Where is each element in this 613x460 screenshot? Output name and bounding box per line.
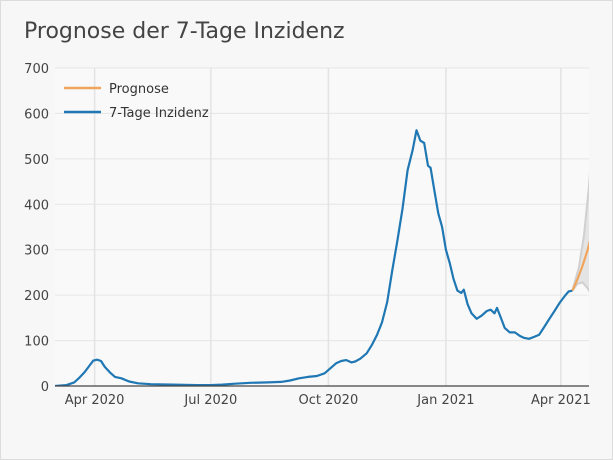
chart-title: Prognose der 7-Tage Inzidenz xyxy=(24,19,345,44)
series-line-7-tage-inzidenz xyxy=(55,129,573,386)
prediction-interval xyxy=(571,171,589,293)
plot-area xyxy=(55,68,589,386)
x-tick-label: Apr 2021 xyxy=(531,393,591,408)
series-line-prognose xyxy=(571,239,589,292)
prediction-lower-bound xyxy=(571,281,589,293)
y-tick-label: 0 xyxy=(41,380,49,395)
series-lines xyxy=(55,129,589,386)
x-tick-label: Oct 2020 xyxy=(299,393,359,408)
y-tick-label: 100 xyxy=(24,335,49,350)
y-gridlines xyxy=(55,67,589,342)
y-tick-label: 400 xyxy=(24,198,49,213)
prediction-interval-fill xyxy=(572,186,589,291)
x-tick-label: Jan 2021 xyxy=(416,393,474,408)
legend-label: Prognose xyxy=(109,82,169,97)
legend-label: 7-Tage Inzidenz xyxy=(109,106,209,121)
y-tick-label: 600 xyxy=(24,107,49,122)
x-gridlines xyxy=(93,68,562,386)
x-tick-label: Jul 2020 xyxy=(183,393,237,408)
x-tick-labels: Apr 2020 Jul 2020 Oct 2020 Jan 2021 Apr 2021 xyxy=(65,393,591,408)
prediction-upper-bound xyxy=(571,171,589,291)
y-tick-labels: 0 100 200 300 400 500 600 700 xyxy=(24,62,49,395)
y-tick-label: 300 xyxy=(24,244,49,259)
legend: Prognose 7-Tage Inzidenz xyxy=(64,82,209,121)
y-tick-label: 200 xyxy=(24,289,49,304)
y-tick-label: 500 xyxy=(24,153,49,168)
x-tick-label: Apr 2020 xyxy=(65,393,125,408)
y-tick-label: 700 xyxy=(24,62,49,77)
